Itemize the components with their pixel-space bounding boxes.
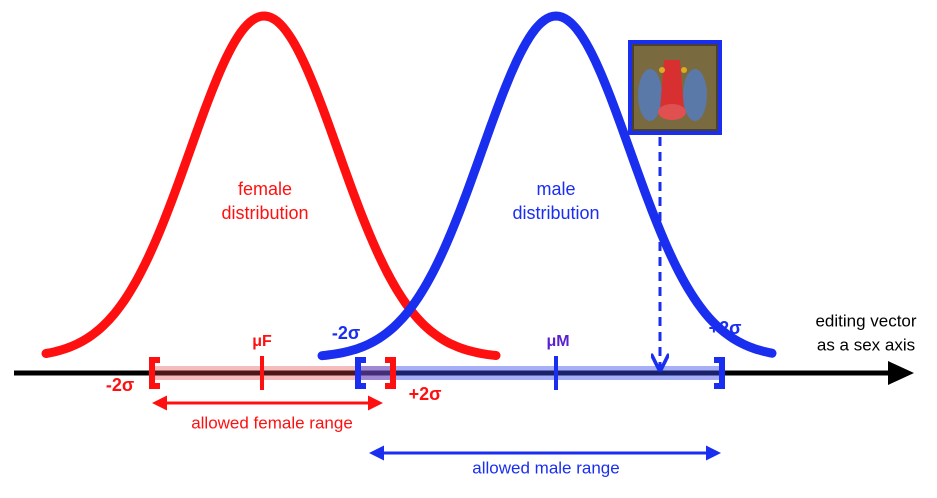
mu-male: μM	[546, 333, 569, 350]
female-curve	[41, 11, 501, 360]
sample-image	[628, 40, 722, 135]
female-label: female	[238, 179, 292, 199]
mu-female: μF	[252, 333, 272, 350]
male-bracket-left	[355, 357, 366, 389]
axis-label: editing vector	[815, 311, 916, 330]
male-minus-label: -2σ	[332, 323, 360, 343]
female-range-bar	[152, 366, 392, 380]
male-label: male	[536, 179, 575, 199]
male-plus-label: +2σ	[709, 318, 742, 338]
male-bracket-right	[714, 357, 725, 389]
male-label: distribution	[512, 203, 599, 223]
female-minus-label: -2σ	[106, 375, 134, 395]
male-curve	[317, 11, 777, 361]
female-bracket-right	[385, 357, 396, 389]
male-range-bar	[355, 366, 723, 380]
female-plus-label: +2σ	[409, 384, 442, 404]
axis-label: as a sex axis	[817, 335, 915, 354]
axis-arrow	[888, 361, 914, 385]
male-range-label: allowed male range	[472, 458, 619, 477]
female-range-label: allowed female range	[191, 413, 353, 432]
female-bracket-left	[149, 357, 160, 389]
female-label: distribution	[221, 203, 308, 223]
